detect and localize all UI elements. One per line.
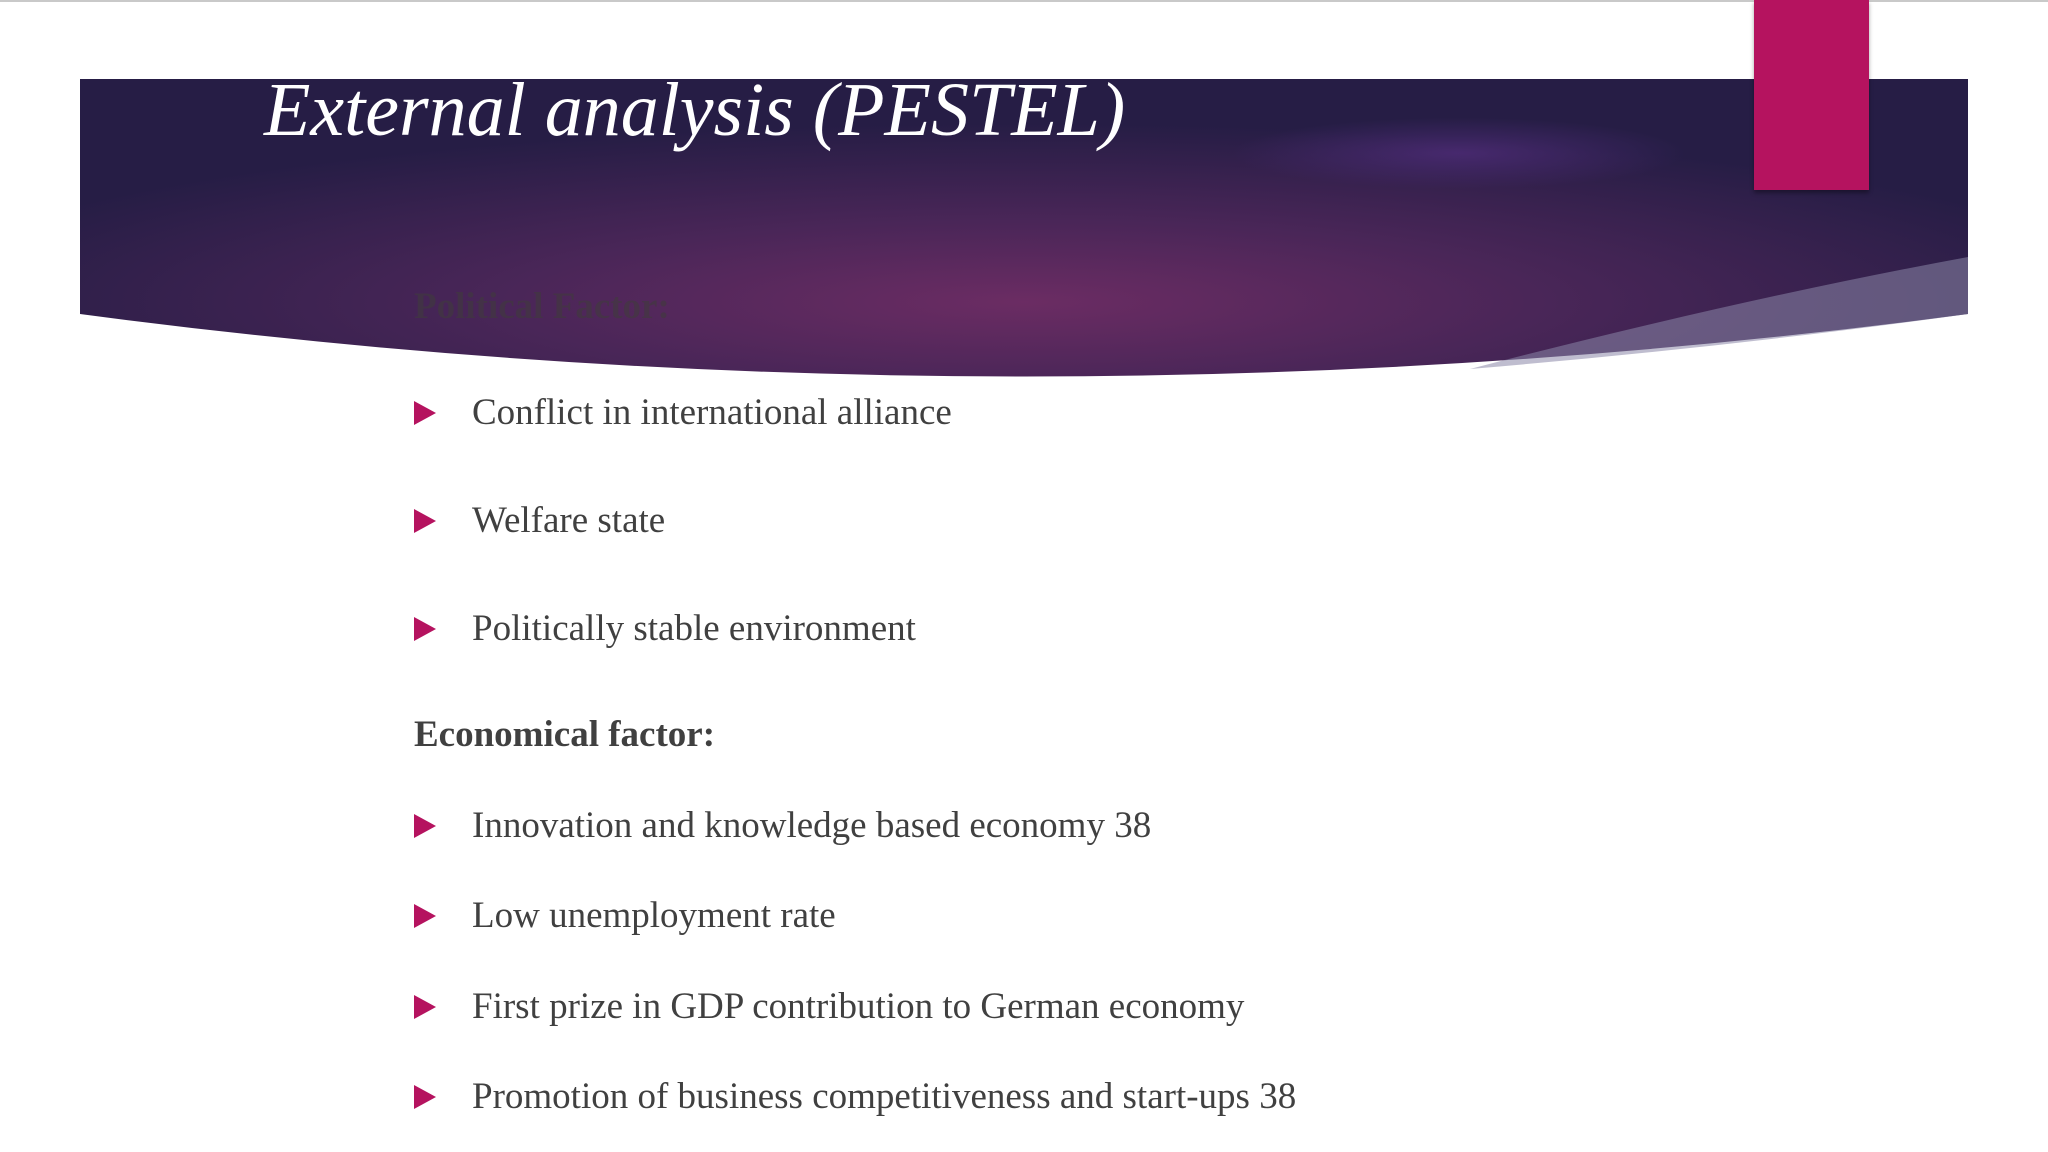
bullet-text: First prize in GDP contribution to Germa… xyxy=(472,986,1245,1027)
list-item: Promotion of business competitiveness an… xyxy=(414,1075,1296,1119)
political-factor-heading: Political Factor: xyxy=(414,286,670,327)
list-item: Innovation and knowledge based economy 3… xyxy=(414,804,1151,848)
bullet-arrow-icon xyxy=(414,904,436,928)
list-item: Low unemployment rate xyxy=(414,894,836,938)
list-item: Politically stable environment xyxy=(414,607,916,651)
list-item: Conflict in international alliance xyxy=(414,391,952,435)
bullet-arrow-icon xyxy=(414,1085,436,1109)
accent-ribbon xyxy=(1754,0,1869,190)
bullet-text: Promotion of business competitiveness an… xyxy=(472,1076,1297,1117)
slide-title: External analysis (PESTEL) xyxy=(264,68,1126,152)
bullet-arrow-icon xyxy=(414,617,436,641)
bullet-text: Low unemployment rate xyxy=(472,895,836,936)
top-divider xyxy=(0,0,2048,2)
bullet-text: Politically stable environment xyxy=(472,608,916,649)
bullet-text: Welfare state xyxy=(472,500,666,541)
bullet-arrow-icon xyxy=(414,995,436,1019)
bullet-arrow-icon xyxy=(414,814,436,838)
title-banner xyxy=(80,79,1968,381)
economical-factor-heading: Economical factor: xyxy=(414,714,716,755)
bullet-text: Innovation and knowledge based economy 3… xyxy=(472,805,1152,846)
bullet-arrow-icon xyxy=(414,401,436,425)
bullet-arrow-icon xyxy=(414,509,436,533)
bullet-text: Conflict in international alliance xyxy=(472,392,952,433)
list-item: Welfare state xyxy=(414,499,665,543)
list-item: First prize in GDP contribution to Germa… xyxy=(414,985,1244,1029)
